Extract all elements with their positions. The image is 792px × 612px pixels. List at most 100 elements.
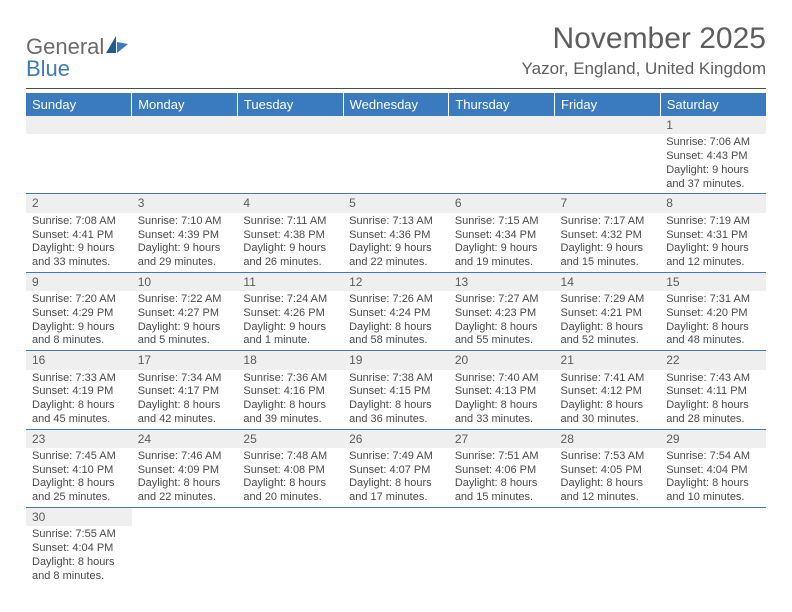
header-divider [26, 88, 766, 89]
day-number: 28 [555, 430, 661, 448]
sunrise-text: Sunrise: 7:24 AM [243, 293, 337, 307]
sunset-text: Sunset: 4:04 PM [32, 542, 126, 556]
daylight-text: and 28 minutes. [666, 413, 760, 427]
sunrise-text: Sunrise: 7:15 AM [455, 215, 549, 229]
daylight-text: Daylight: 8 hours [561, 477, 655, 491]
day-header: Saturday [660, 93, 766, 116]
calendar-cell: 8Sunrise: 7:19 AMSunset: 4:31 PMDaylight… [660, 194, 766, 272]
sunrise-text: Sunrise: 7:43 AM [666, 372, 760, 386]
day-number: 25 [237, 430, 343, 448]
day-number: 4 [237, 194, 343, 212]
daylight-text: and 30 minutes. [561, 413, 655, 427]
cell-body: Sunrise: 7:29 AMSunset: 4:21 PMDaylight:… [555, 291, 661, 350]
daylight-text: Daylight: 8 hours [349, 399, 443, 413]
day-number: 5 [343, 194, 449, 212]
sunset-text: Sunset: 4:16 PM [243, 385, 337, 399]
daylight-text: Daylight: 8 hours [32, 399, 126, 413]
calendar-cell: 12Sunrise: 7:26 AMSunset: 4:24 PMDayligh… [343, 272, 449, 350]
sunset-text: Sunset: 4:13 PM [455, 385, 549, 399]
calendar-cell: 3Sunrise: 7:10 AMSunset: 4:39 PMDaylight… [132, 194, 238, 272]
daylight-text: and 26 minutes. [243, 256, 337, 270]
daylight-text: and 8 minutes. [32, 570, 126, 584]
day-header-row: Sunday Monday Tuesday Wednesday Thursday… [26, 93, 766, 116]
sunset-text: Sunset: 4:34 PM [455, 229, 549, 243]
cell-body: Sunrise: 7:06 AMSunset: 4:43 PMDaylight:… [660, 134, 766, 193]
day-number: 2 [26, 194, 132, 212]
daylight-text: Daylight: 8 hours [666, 321, 760, 335]
logo-text: General Blue [26, 36, 128, 80]
daylight-text: Daylight: 8 hours [455, 477, 549, 491]
day-number: 6 [449, 194, 555, 212]
sail-icon [106, 34, 128, 59]
calendar-cell: 23Sunrise: 7:45 AMSunset: 4:10 PMDayligh… [26, 429, 132, 507]
day-number-bar [132, 116, 238, 134]
day-number-bar [237, 116, 343, 134]
cell-body: Sunrise: 7:41 AMSunset: 4:12 PMDaylight:… [555, 370, 661, 429]
calendar-cell: 26Sunrise: 7:49 AMSunset: 4:07 PMDayligh… [343, 429, 449, 507]
sunset-text: Sunset: 4:08 PM [243, 464, 337, 478]
daylight-text: Daylight: 8 hours [666, 477, 760, 491]
sunset-text: Sunset: 4:31 PM [666, 229, 760, 243]
daylight-text: Daylight: 8 hours [455, 321, 549, 335]
cell-body: Sunrise: 7:53 AMSunset: 4:05 PMDaylight:… [555, 448, 661, 507]
cell-body: Sunrise: 7:08 AMSunset: 4:41 PMDaylight:… [26, 213, 132, 272]
calendar-cell: 17Sunrise: 7:34 AMSunset: 4:17 PMDayligh… [132, 351, 238, 429]
sunset-text: Sunset: 4:07 PM [349, 464, 443, 478]
calendar-cell: 30Sunrise: 7:55 AMSunset: 4:04 PMDayligh… [26, 507, 132, 585]
calendar-cell: 19Sunrise: 7:38 AMSunset: 4:15 PMDayligh… [343, 351, 449, 429]
sunrise-text: Sunrise: 7:38 AM [349, 372, 443, 386]
daylight-text: and 22 minutes. [349, 256, 443, 270]
calendar-cell: 11Sunrise: 7:24 AMSunset: 4:26 PMDayligh… [237, 272, 343, 350]
daylight-text: Daylight: 9 hours [32, 242, 126, 256]
logo-word2: Blue [26, 56, 70, 81]
calendar-cell [132, 116, 238, 194]
sunrise-text: Sunrise: 7:10 AM [138, 215, 232, 229]
calendar-cell: 24Sunrise: 7:46 AMSunset: 4:09 PMDayligh… [132, 429, 238, 507]
daylight-text: and 58 minutes. [349, 334, 443, 348]
sunrise-text: Sunrise: 7:06 AM [666, 136, 760, 150]
day-number: 22 [660, 351, 766, 369]
sunset-text: Sunset: 4:04 PM [666, 464, 760, 478]
calendar-cell: 20Sunrise: 7:40 AMSunset: 4:13 PMDayligh… [449, 351, 555, 429]
daylight-text: Daylight: 8 hours [455, 399, 549, 413]
daylight-text: and 42 minutes. [138, 413, 232, 427]
calendar-cell [132, 507, 238, 585]
calendar-row: 9Sunrise: 7:20 AMSunset: 4:29 PMDaylight… [26, 272, 766, 350]
day-number: 15 [660, 273, 766, 291]
daylight-text: Daylight: 8 hours [32, 477, 126, 491]
sunrise-text: Sunrise: 7:33 AM [32, 372, 126, 386]
location: Yazor, England, United Kingdom [522, 59, 766, 79]
calendar-row: 30Sunrise: 7:55 AMSunset: 4:04 PMDayligh… [26, 507, 766, 585]
daylight-text: Daylight: 8 hours [666, 399, 760, 413]
sunrise-text: Sunrise: 7:08 AM [32, 215, 126, 229]
cell-body: Sunrise: 7:24 AMSunset: 4:26 PMDaylight:… [237, 291, 343, 350]
daylight-text: and 48 minutes. [666, 334, 760, 348]
day-number: 26 [343, 430, 449, 448]
daylight-text: and 12 minutes. [561, 491, 655, 505]
sunrise-text: Sunrise: 7:19 AM [666, 215, 760, 229]
sunset-text: Sunset: 4:29 PM [32, 307, 126, 321]
day-header: Wednesday [343, 93, 449, 116]
daylight-text: Daylight: 9 hours [243, 242, 337, 256]
sunrise-text: Sunrise: 7:22 AM [138, 293, 232, 307]
sunset-text: Sunset: 4:09 PM [138, 464, 232, 478]
day-number: 30 [26, 508, 132, 526]
cell-body: Sunrise: 7:48 AMSunset: 4:08 PMDaylight:… [237, 448, 343, 507]
calendar-cell [555, 507, 661, 585]
sunrise-text: Sunrise: 7:51 AM [455, 450, 549, 464]
daylight-text: Daylight: 8 hours [243, 477, 337, 491]
sunset-text: Sunset: 4:43 PM [666, 150, 760, 164]
title-block: November 2025 Yazor, England, United Kin… [522, 22, 766, 79]
day-number: 17 [132, 351, 238, 369]
calendar-row: 16Sunrise: 7:33 AMSunset: 4:19 PMDayligh… [26, 351, 766, 429]
cell-body: Sunrise: 7:51 AMSunset: 4:06 PMDaylight:… [449, 448, 555, 507]
daylight-text: and 33 minutes. [32, 256, 126, 270]
daylight-text: and 33 minutes. [455, 413, 549, 427]
month-title: November 2025 [522, 22, 766, 55]
calendar-cell: 15Sunrise: 7:31 AMSunset: 4:20 PMDayligh… [660, 272, 766, 350]
daylight-text: Daylight: 8 hours [349, 477, 443, 491]
sunrise-text: Sunrise: 7:27 AM [455, 293, 549, 307]
cell-body: Sunrise: 7:13 AMSunset: 4:36 PMDaylight:… [343, 213, 449, 272]
cell-body: Sunrise: 7:11 AMSunset: 4:38 PMDaylight:… [237, 213, 343, 272]
cell-body: Sunrise: 7:34 AMSunset: 4:17 PMDaylight:… [132, 370, 238, 429]
